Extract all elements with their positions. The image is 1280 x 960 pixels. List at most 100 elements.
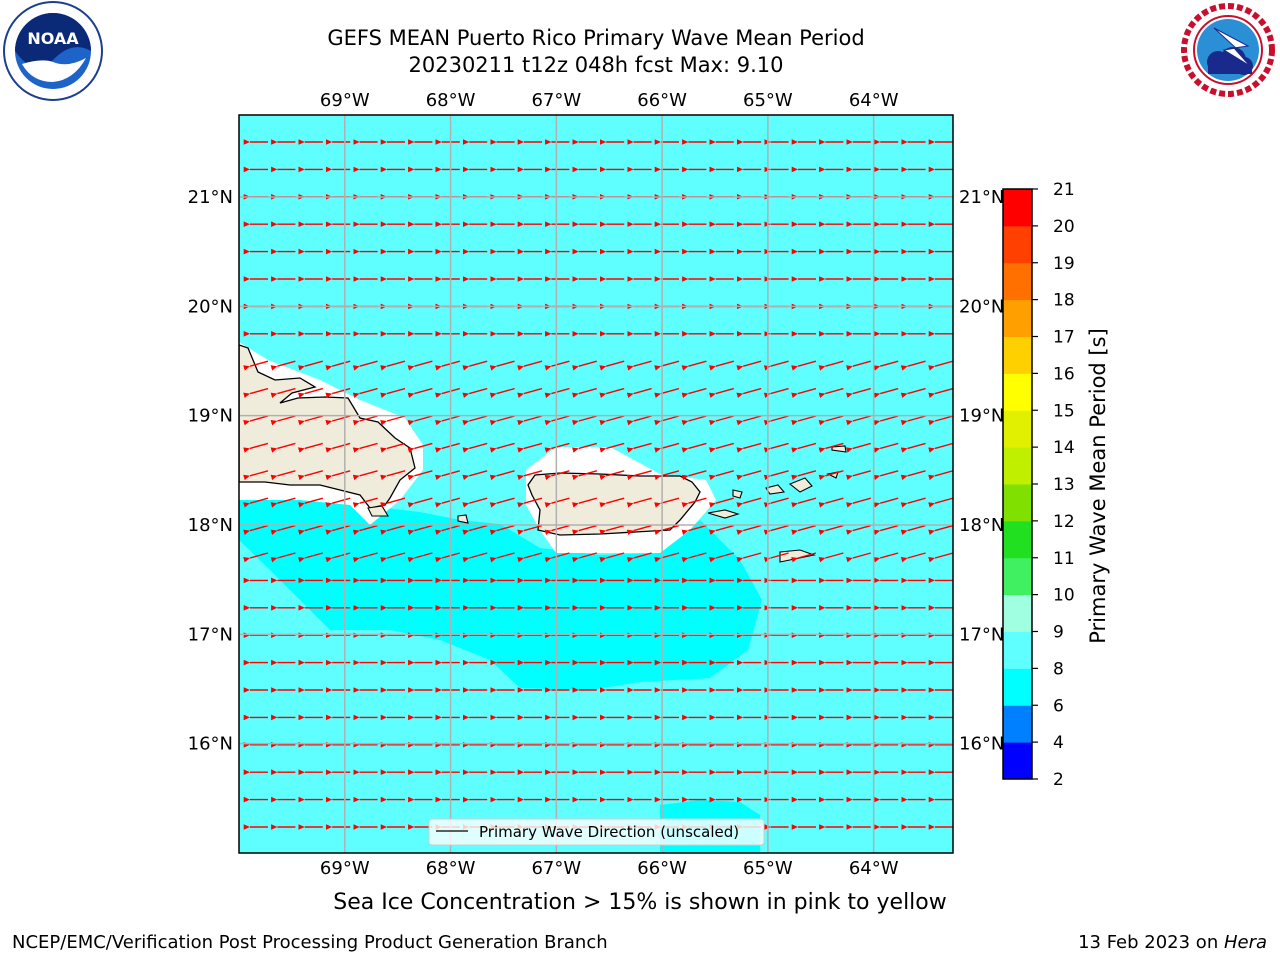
wave-arrow xyxy=(571,442,597,453)
wave-arrow xyxy=(352,470,378,481)
wave-arrow xyxy=(681,552,707,563)
wave-arrow xyxy=(517,470,543,481)
chart-title: GEFS MEAN Puerto Rico Primary Wave Mean … xyxy=(327,26,865,50)
wave-arrow xyxy=(873,360,899,371)
wave-arrow xyxy=(736,415,762,426)
wave-arrow xyxy=(763,442,789,453)
wave-arrow xyxy=(708,360,734,371)
wave-arrow xyxy=(517,415,543,426)
wave-arrow xyxy=(243,387,269,398)
wave-arrow xyxy=(654,470,680,481)
wave-arrow xyxy=(626,497,652,508)
footer-credit: NCEP/EMC/Verification Post Processing Pr… xyxy=(12,932,608,953)
wave-arrow xyxy=(873,415,899,426)
wave-arrow xyxy=(489,442,515,453)
lon-label: 64°W xyxy=(849,90,899,111)
wave-arrow xyxy=(626,442,652,453)
wave-arrow xyxy=(325,497,351,508)
wave-arrow xyxy=(736,470,762,481)
wave-arrow xyxy=(352,524,378,535)
wave-arrow xyxy=(900,524,926,535)
colorbar-tick-label: 18 xyxy=(1053,291,1075,311)
wave-arrow xyxy=(736,497,762,508)
wave-arrow xyxy=(818,524,844,535)
wave-arrow xyxy=(297,497,323,508)
wave-arrow xyxy=(352,497,378,508)
wave-arrow xyxy=(544,552,570,563)
wave-arrow xyxy=(599,387,625,398)
wave-arrow xyxy=(928,524,953,535)
wave-arrow xyxy=(517,360,543,371)
wave-arrow xyxy=(489,387,515,398)
wave-arrow xyxy=(900,497,926,508)
wave-arrow xyxy=(243,360,269,371)
colorbar-tick-label: 20 xyxy=(1053,217,1075,237)
wave-arrow xyxy=(900,360,926,371)
wave-arrow xyxy=(818,442,844,453)
lat-label: 18°N xyxy=(188,515,233,536)
wave-arrow xyxy=(763,552,789,563)
colorbar-segment xyxy=(1003,410,1032,448)
lon-label: 66°W xyxy=(637,858,687,879)
wave-arrow xyxy=(243,470,269,481)
wave-arrow xyxy=(626,360,652,371)
colorbar-label: Primary Wave Mean Period [s] xyxy=(1086,328,1110,644)
wave-arrow xyxy=(489,415,515,426)
lon-label: 66°W xyxy=(637,90,687,111)
colorbar-segment xyxy=(1003,705,1032,743)
wave-arrow xyxy=(380,524,406,535)
colorbar-tick-label: 11 xyxy=(1053,549,1075,569)
wave-arrow xyxy=(407,524,433,535)
legend-label: Primary Wave Direction (unscaled) xyxy=(479,823,739,841)
wave-arrow xyxy=(270,415,296,426)
wave-arrow xyxy=(654,415,680,426)
colorbar-segment xyxy=(1003,336,1032,374)
footer-date: 13 Feb 2023 on Hera xyxy=(1078,932,1267,953)
wave-arrow xyxy=(681,524,707,535)
wave-arrow xyxy=(900,387,926,398)
wave-arrow xyxy=(380,415,406,426)
wave-arrow xyxy=(544,360,570,371)
lat-label: 17°N xyxy=(959,624,1004,645)
wave-arrow xyxy=(763,524,789,535)
wave-arrow xyxy=(873,470,899,481)
wave-arrow xyxy=(626,524,652,535)
wave-arrow xyxy=(845,470,871,481)
wave-arrow xyxy=(571,470,597,481)
wave-arrow xyxy=(845,497,871,508)
colorbar-tick-label: 14 xyxy=(1053,438,1075,458)
colorbar-segment xyxy=(1003,447,1032,485)
wave-arrow xyxy=(325,387,351,398)
wave-arrow xyxy=(736,387,762,398)
lat-label: 20°N xyxy=(188,296,233,317)
wave-arrow xyxy=(599,552,625,563)
wave-arrow xyxy=(544,415,570,426)
wave-arrow xyxy=(681,387,707,398)
wave-arrow xyxy=(325,442,351,453)
lat-label: 20°N xyxy=(959,296,1004,317)
wave-arrow xyxy=(462,442,488,453)
wave-arrow xyxy=(900,442,926,453)
wave-arrow xyxy=(791,552,817,563)
wave-arrow xyxy=(544,442,570,453)
wave-arrow xyxy=(517,524,543,535)
wave-arrow xyxy=(818,497,844,508)
wave-arrow xyxy=(325,470,351,481)
wave-arrow xyxy=(654,524,680,535)
wave-arrow xyxy=(489,497,515,508)
wave-arrow xyxy=(462,470,488,481)
wave-arrow xyxy=(297,524,323,535)
wave-arrow xyxy=(681,360,707,371)
wave-arrow xyxy=(599,360,625,371)
wave-arrow xyxy=(297,360,323,371)
wave-arrow xyxy=(708,387,734,398)
lon-label: 67°W xyxy=(531,858,581,879)
wave-arrow xyxy=(681,470,707,481)
footer-host: Hera xyxy=(1223,932,1267,953)
wave-arrow xyxy=(462,552,488,563)
lon-label: 67°W xyxy=(531,90,581,111)
wave-arrow xyxy=(517,497,543,508)
wave-arrow xyxy=(380,552,406,563)
wave-arrow xyxy=(544,497,570,508)
wave-arrow xyxy=(791,470,817,481)
